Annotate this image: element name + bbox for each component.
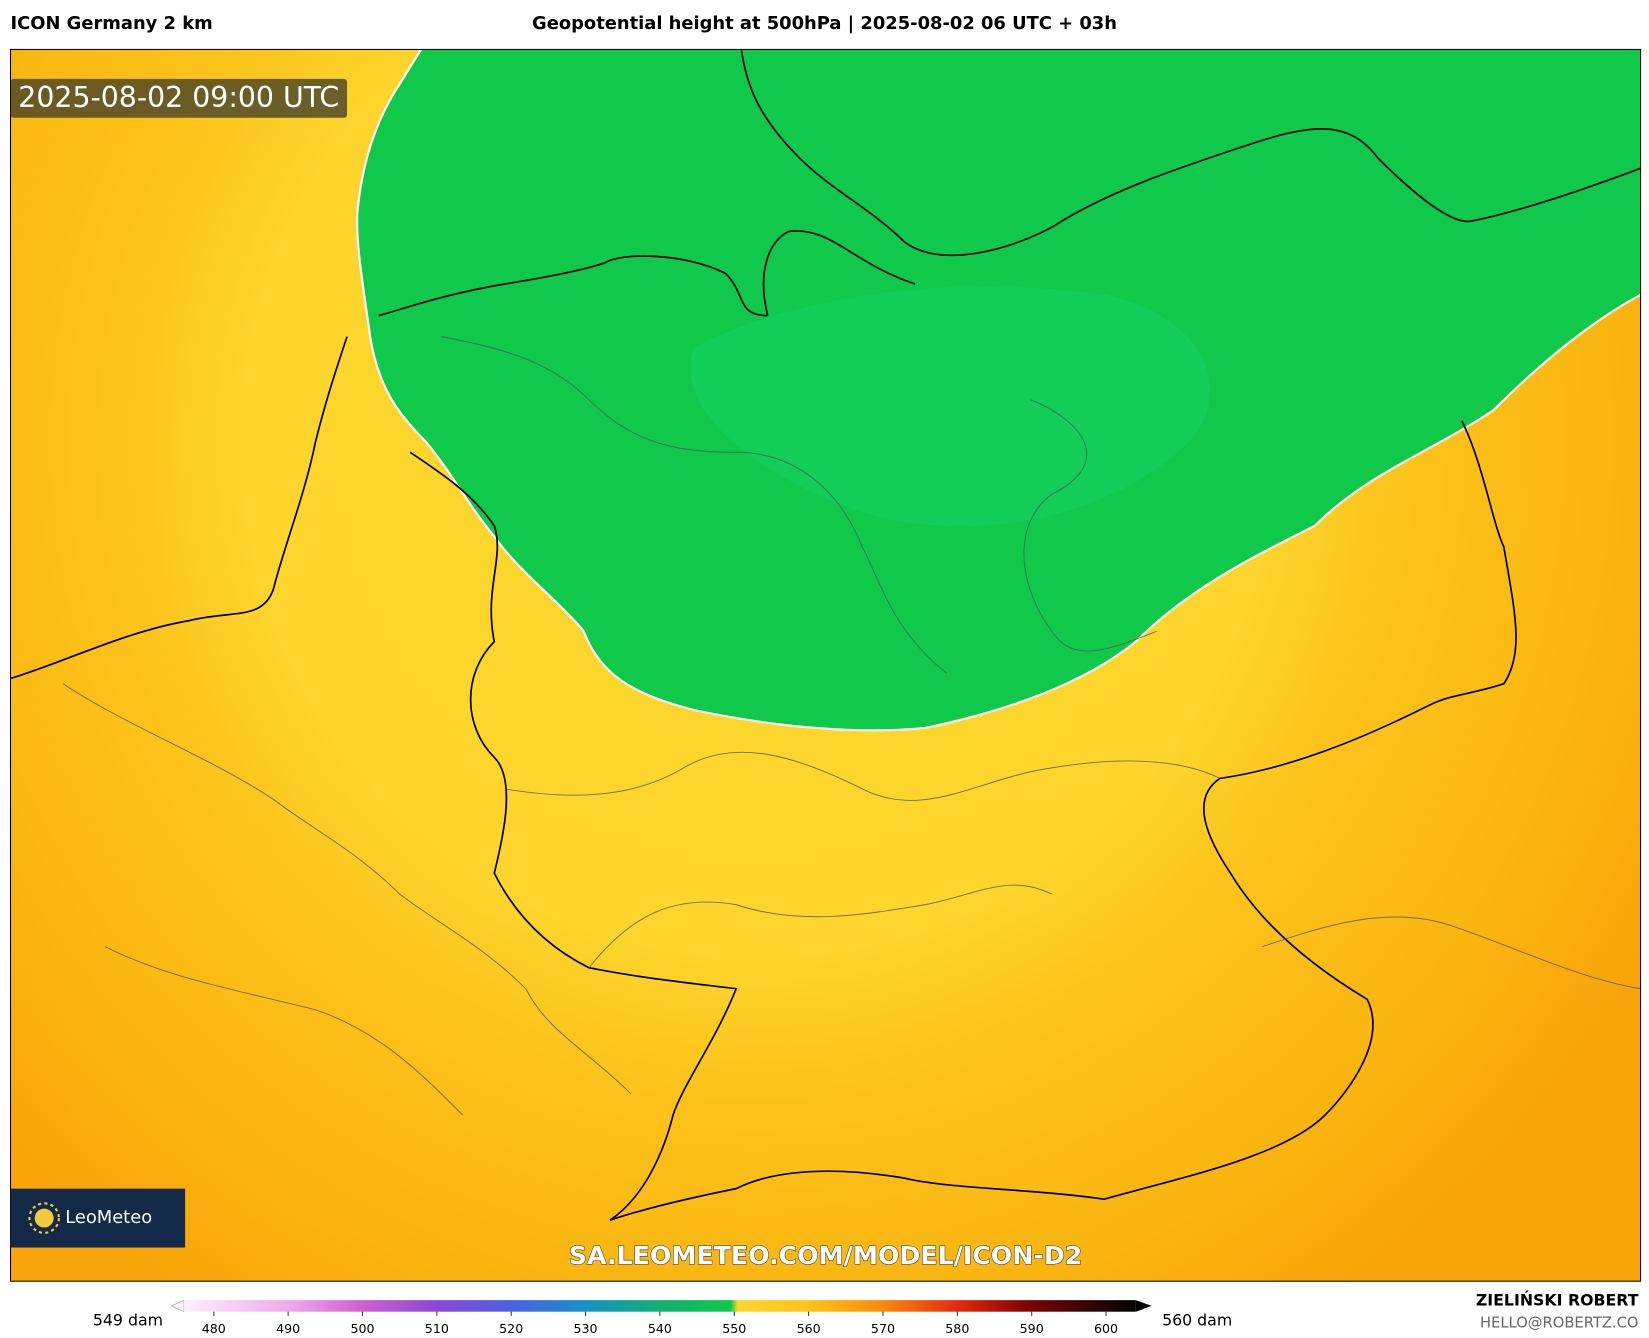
- logo-sun: [34, 1208, 54, 1228]
- map-frame: [9, 48, 1642, 1282]
- colorbar-tick-label: 490: [276, 1321, 300, 1336]
- colorbar: 480 490 500 510 520 530 540 550 560 570 580 590 600: [170, 1299, 1152, 1336]
- colorbar-tick-label: 500: [350, 1321, 374, 1336]
- colorbar-tick-label: 600: [1094, 1321, 1118, 1336]
- map: [10, 49, 1641, 1282]
- timestamp-box: [10, 78, 348, 118]
- contour-shade: [690, 286, 1211, 527]
- coastline: [740, 50, 1641, 257]
- colorbar-arrow-right: [1135, 1300, 1152, 1312]
- colorbar-tick-label: 580: [945, 1321, 969, 1336]
- border: [609, 420, 1517, 1221]
- author: ZIELIŃSKI ROBERT: [1476, 1291, 1639, 1310]
- map-title: Geopotential height at 500hPa | 2025-08-…: [532, 13, 1117, 34]
- colorbar-tick-label: 570: [871, 1321, 895, 1336]
- border: [441, 336, 1157, 674]
- timestamp: 2025-08-02 09:00 UTC: [18, 81, 339, 114]
- colorbar-tick-label: 520: [499, 1321, 523, 1336]
- colorbar-tick-label: 540: [648, 1321, 672, 1336]
- logo-rays: [28, 1202, 60, 1234]
- coastline: [604, 230, 916, 317]
- border: [409, 451, 738, 1221]
- border: [504, 751, 1221, 969]
- colorbar-tick-label: 510: [425, 1321, 449, 1336]
- colorbar-tick-label: 480: [202, 1321, 226, 1336]
- coastline: [10, 262, 605, 680]
- border: [62, 683, 1641, 1116]
- watermark: SA.LEOMETEO.COM/MODEL/ICON-D2: [569, 1241, 1083, 1270]
- logo-text: LeoMeteo: [65, 1207, 152, 1228]
- colorbar-tick-label: 530: [574, 1321, 598, 1336]
- model-name: ICON Germany 2 km: [11, 13, 213, 34]
- colorbar-tick-label: 550: [722, 1321, 746, 1336]
- colorbar-bar: [184, 1300, 1136, 1312]
- legend-right-label: 560 dam: [1162, 1311, 1232, 1330]
- colorbar-tick-label: 590: [1020, 1321, 1044, 1336]
- email: HELLO@ROBERTZ.CO: [1480, 1314, 1639, 1331]
- colorbar-tick-label: 560: [797, 1321, 821, 1336]
- legend-left-label: 549 dam: [93, 1311, 163, 1330]
